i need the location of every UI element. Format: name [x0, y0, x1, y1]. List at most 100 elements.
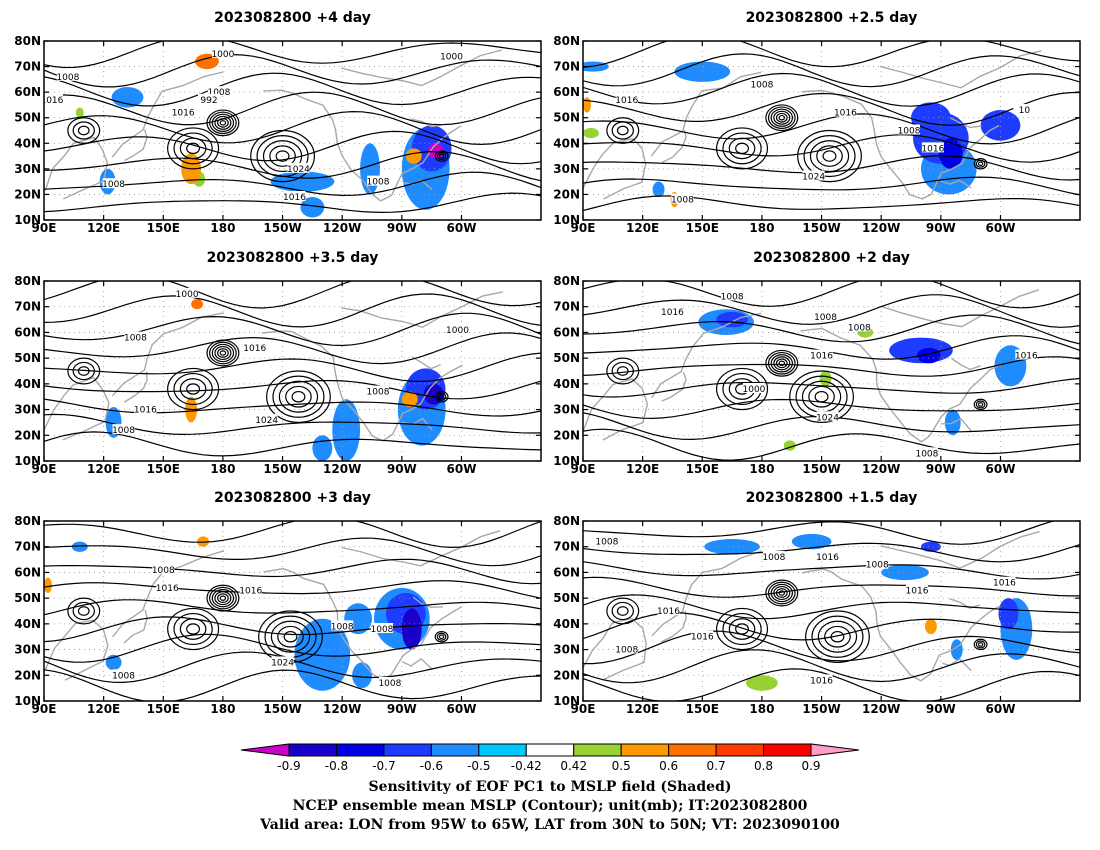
panel-title: 2023082800 +4 day — [214, 10, 371, 26]
closed-contour — [789, 370, 854, 424]
y-tick-label: 20N — [553, 668, 580, 682]
closed-contour — [770, 583, 794, 603]
closed-contour — [773, 356, 791, 371]
isobar-contour — [583, 356, 1080, 377]
closed-contour — [179, 378, 207, 400]
contour-label: 1000 — [176, 290, 199, 300]
contour-label: 1008 — [595, 538, 618, 548]
contour-label: 1016 — [810, 352, 833, 362]
isobar-contour — [44, 431, 541, 457]
y-tick-label: 80N — [553, 274, 580, 288]
closed-contour — [77, 125, 90, 136]
closed-contour — [436, 152, 447, 161]
caption-line: Sensitivity of EOF PC1 to MSLP field (Sh… — [368, 779, 731, 795]
colorbar-tick-label: 0.9 — [801, 759, 820, 773]
contour-label-bg — [810, 349, 833, 360]
coastline — [411, 356, 441, 370]
closed-contour — [606, 117, 640, 144]
isobar-contour — [583, 72, 1080, 107]
y-tick-label: 20N — [14, 428, 41, 442]
contour-label-bg — [124, 331, 147, 342]
plot-area: 1000 1000 1008 1016 1008 1016 1024 1008 — [44, 281, 541, 461]
shaded-cell — [924, 618, 937, 635]
contour-label: 1016 — [283, 193, 306, 203]
closed-contour — [606, 357, 640, 385]
isobar-contour — [583, 561, 1080, 580]
isobar-contour — [44, 171, 541, 197]
x-tick-label: 60W — [447, 702, 477, 716]
contour-label-bg — [866, 558, 889, 569]
contour-label: 1008 — [124, 334, 147, 344]
colorbar-swatch — [620, 743, 670, 757]
closed-contour — [434, 150, 449, 162]
coastline — [410, 118, 442, 128]
x-tick-label: 120E — [87, 462, 120, 476]
closed-contour — [606, 597, 640, 625]
x-tick-label: 90E — [32, 221, 57, 235]
y-tick-label: 20N — [553, 428, 580, 442]
y-tick-label: 20N — [14, 668, 41, 682]
contour-label: 1024 — [287, 165, 310, 175]
y-tick-label: 30N — [553, 643, 580, 657]
coastline — [651, 550, 762, 637]
x-tick-label: 180 — [749, 462, 774, 476]
closed-contour — [778, 360, 786, 367]
closed-contour — [219, 350, 227, 356]
closed-contour — [438, 153, 445, 159]
contour-label: 1008 — [898, 127, 921, 137]
isobar-contour — [44, 616, 541, 643]
y-tick-label: 50N — [553, 111, 580, 125]
coastline — [583, 137, 647, 200]
closed-contour — [975, 159, 986, 168]
closed-contour — [770, 354, 794, 373]
x-tick-label: 150W — [802, 702, 840, 716]
colorbar-swatch — [288, 743, 337, 757]
colorbar-swatch — [430, 743, 480, 757]
contour-label-bg — [898, 124, 921, 135]
closed-contour — [77, 366, 90, 376]
closed-contour — [728, 618, 756, 640]
closed-contour — [283, 630, 298, 643]
closed-contour — [219, 120, 227, 126]
colorbar-tick-label: 0.7 — [707, 759, 726, 773]
closed-contour — [211, 588, 235, 608]
shaded-cell — [405, 148, 422, 164]
contour-label: 1016 — [816, 553, 839, 563]
closed-contour — [167, 367, 220, 411]
closed-contour — [209, 111, 237, 135]
contour-label: 1008 — [814, 313, 837, 323]
coastline — [111, 71, 224, 158]
isobar-contour — [583, 594, 1080, 620]
isobar-contour — [44, 558, 541, 585]
y-tick-label: 60N — [553, 85, 580, 99]
coastline — [651, 312, 762, 399]
closed-contour — [811, 615, 864, 658]
closed-contour — [767, 351, 796, 375]
closed-contour — [275, 150, 290, 162]
closed-contour — [434, 630, 449, 643]
shaded-cell — [352, 662, 373, 689]
closed-contour — [797, 129, 862, 183]
closed-contour — [715, 607, 769, 651]
x-tick-label: 180 — [210, 221, 235, 235]
contour-label-bg — [742, 383, 765, 393]
plot-area: 1008 1016 1016 1008 1008 1024 1008 1008 — [44, 521, 541, 701]
closed-contour — [214, 591, 232, 606]
contour-label-bg — [366, 175, 389, 186]
panel-frame — [43, 520, 542, 702]
x-tick-label: 120W — [862, 462, 900, 476]
closed-contour — [173, 612, 213, 646]
closed-contour — [250, 129, 315, 183]
closed-contour — [765, 579, 799, 607]
colorbar-arrow-right — [810, 743, 860, 757]
isobar-contour — [44, 633, 541, 663]
x-tick-label: 180 — [210, 462, 235, 476]
coastline — [880, 289, 1040, 328]
closed-contour — [830, 630, 845, 643]
contour-label-bg — [802, 170, 825, 181]
colorbar-tick-label: -0.8 — [325, 759, 348, 773]
closed-contour — [973, 398, 988, 411]
x-tick-label: 90E — [32, 702, 57, 716]
closed-contour — [436, 392, 447, 401]
caption-line: Valid area: LON from 95W to 65W, LAT fro… — [259, 817, 840, 833]
